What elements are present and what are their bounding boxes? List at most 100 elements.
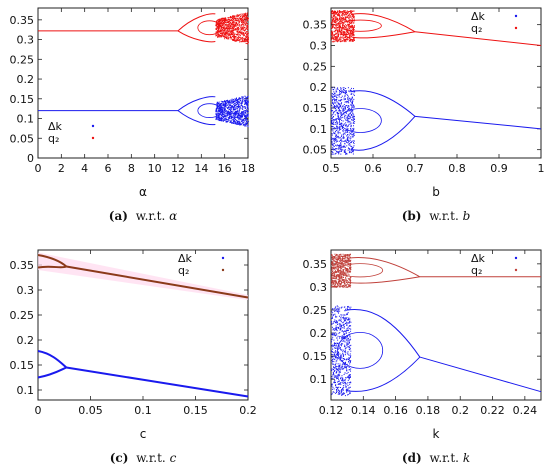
series-point (343, 346, 345, 348)
series-point (225, 117, 227, 119)
series-branch (177, 110, 216, 126)
series-point (353, 37, 355, 39)
series-point (217, 31, 219, 33)
y-tick-label: 0.1 (17, 384, 35, 397)
series-point (338, 347, 340, 349)
series-point (349, 116, 351, 118)
series-point (353, 116, 355, 118)
series-point (247, 38, 249, 40)
plot-frame (37, 7, 249, 159)
series-point (245, 124, 247, 126)
series-point (247, 103, 249, 105)
series-point (346, 271, 348, 273)
series-point (331, 136, 333, 138)
y-tick-label: 0.05 (303, 144, 328, 157)
series-point (224, 27, 226, 29)
series-point (336, 123, 338, 125)
series-point (344, 337, 346, 339)
series-point (331, 138, 333, 140)
y-tick-label: 0.35 (303, 258, 328, 271)
series-point (345, 105, 347, 107)
series-point (340, 138, 342, 140)
series-point (338, 147, 340, 149)
series-point (332, 280, 334, 282)
series-point (346, 358, 348, 360)
series-point (223, 32, 225, 34)
series-point (344, 95, 346, 97)
series-point (343, 317, 345, 319)
series-point (237, 31, 239, 33)
series-point (343, 279, 345, 281)
series-point (348, 10, 350, 12)
series-point (342, 37, 344, 39)
series-point (336, 342, 338, 344)
series-point (237, 14, 239, 16)
series-point (340, 279, 342, 281)
series-point (235, 121, 237, 123)
series-point (230, 116, 232, 118)
series-point (341, 134, 343, 136)
series-point (347, 263, 349, 265)
series-point (221, 106, 223, 108)
series-point (342, 116, 344, 118)
series-point (349, 90, 351, 92)
series-point (229, 34, 231, 36)
series-point (334, 364, 336, 366)
series-point (351, 32, 353, 34)
series-point (331, 267, 333, 269)
series-point (333, 123, 335, 125)
series-point (223, 19, 225, 21)
series-point (345, 20, 347, 22)
series-point (337, 112, 339, 114)
series-point (244, 13, 246, 15)
series-point (349, 253, 351, 255)
series-point (351, 18, 353, 20)
legend-label: Δk (471, 10, 486, 23)
series-point (342, 321, 344, 323)
series-point (219, 34, 221, 36)
series-point (345, 383, 347, 385)
series-point (336, 277, 338, 279)
series-point (232, 28, 234, 30)
series-point (240, 123, 242, 125)
series-point (225, 100, 227, 102)
series-point (220, 106, 222, 108)
series-branch (347, 257, 421, 278)
series-point (346, 109, 348, 111)
series-point (240, 38, 242, 40)
series-point (335, 281, 337, 283)
series-point (353, 27, 355, 29)
series-point (335, 89, 337, 91)
series-point (347, 394, 349, 396)
series-point (241, 103, 243, 105)
series-point (228, 106, 230, 108)
series-point (336, 333, 338, 335)
series-point (342, 393, 344, 395)
series-point (335, 257, 337, 259)
series-point (338, 379, 340, 381)
series-point (337, 374, 339, 376)
series-point (233, 16, 235, 18)
series-point (245, 34, 247, 36)
series-point (338, 257, 340, 259)
series-point (345, 34, 347, 36)
series-point (224, 28, 226, 30)
series-point (335, 282, 337, 284)
series-point (344, 381, 346, 383)
x-tick-label: 0.2 (239, 404, 257, 417)
series-point (337, 368, 339, 370)
series-point (348, 369, 350, 371)
series-point (227, 22, 229, 24)
series-point (339, 359, 341, 361)
series-point (342, 90, 344, 92)
series-point (246, 97, 248, 99)
series-point (348, 358, 350, 360)
series-point (333, 35, 335, 37)
series-point (348, 31, 350, 33)
series-point (245, 112, 247, 114)
series-point (341, 92, 343, 94)
series-point (336, 282, 338, 284)
series-point (242, 23, 244, 25)
series-point (352, 147, 354, 149)
